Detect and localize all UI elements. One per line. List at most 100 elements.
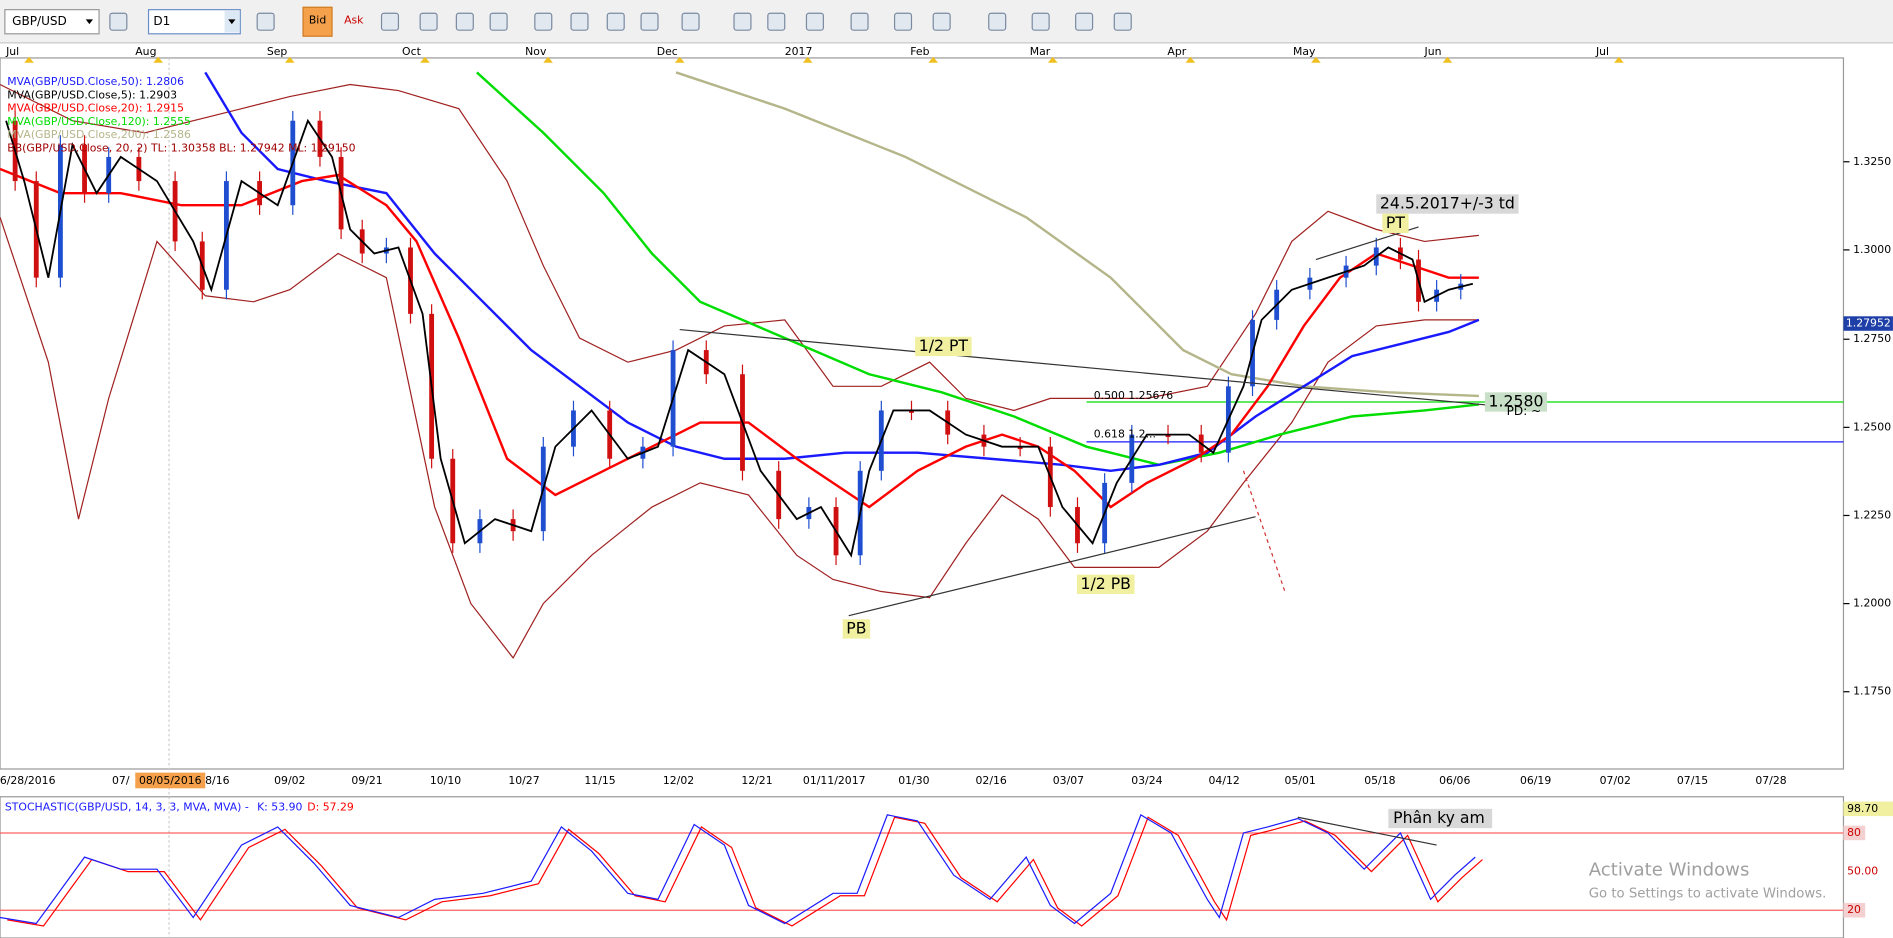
legend-entry: MVA(GBP/USD.Close,20): 1.2915: [7, 102, 184, 115]
date-highlight: [135, 772, 206, 789]
month-label: Aug: [135, 45, 156, 58]
month-marker: [1614, 56, 1624, 63]
y-tick-label: 1.2250: [1853, 508, 1891, 521]
toolbar-button[interactable]: [988, 12, 1007, 31]
toolbar-border: [0, 42, 1893, 44]
ask-label[interactable]: Ask: [344, 14, 364, 27]
annotation-bg: [1076, 574, 1135, 594]
month-marker: [928, 56, 939, 63]
toolbar-button[interactable]: [681, 12, 700, 31]
stoch-level-box: [1843, 902, 1866, 918]
toolbar-button[interactable]: [489, 12, 508, 31]
month-label: Jun: [1424, 45, 1442, 58]
date-label: 12/02: [663, 774, 694, 787]
date-label: 07/: [112, 774, 130, 787]
bid-label: Bid: [309, 14, 326, 27]
date-label: 09/21: [351, 774, 382, 787]
toolbar-button[interactable]: [767, 12, 786, 31]
date-label: 07/02: [1600, 774, 1631, 787]
annotation: PB: [846, 618, 866, 637]
legend-entry: MVA(GBP/USD.Close,50): 1.2806: [7, 75, 184, 88]
legend-entry: MVA(GBP/USD.Close,200): 1.2586: [7, 128, 191, 141]
ma-20: [0, 167, 1479, 509]
date-label: 06/19: [1520, 774, 1551, 787]
month-label: Apr: [1167, 45, 1186, 58]
stoch-level-label: 20: [1847, 903, 1861, 916]
month-label: Feb: [910, 45, 929, 58]
month-marker: [284, 56, 295, 63]
y-tick-label: 1.3000: [1853, 243, 1891, 256]
stoch-k: K: 53.90: [257, 801, 302, 814]
toolbar-button[interactable]: [805, 12, 824, 31]
month-marker: [1185, 56, 1196, 63]
stoch-label: STOCHASTIC(GBP/USD, 14, 3, 3, MVA, MVA) …: [5, 801, 252, 814]
date-label: 8/16: [205, 774, 229, 787]
annotation: 1.2580: [1489, 392, 1544, 411]
toolbar-button[interactable]: [932, 12, 951, 31]
toolbar-button[interactable]: [1031, 12, 1050, 31]
annotation-bg: [842, 619, 871, 639]
stoch-k: [0, 813, 1476, 925]
date-label: 06/06: [1439, 774, 1470, 787]
legend-entry: MVA(GBP/USD.Close,5): 1.2903: [7, 88, 177, 101]
month-label: Sep: [267, 45, 288, 58]
candle: [909, 410, 914, 413]
toolbar-button[interactable]: [256, 12, 275, 31]
stochastic-panel: [0, 796, 1845, 938]
symbol: GBP/USD: [12, 14, 67, 28]
bid-button[interactable]: [302, 6, 333, 37]
divergence-line: [1297, 816, 1437, 846]
toolbar-button[interactable]: [893, 12, 913, 31]
toolbar-button[interactable]: [570, 12, 589, 31]
annotation: PT: [1386, 213, 1405, 232]
toolbar-button[interactable]: [1075, 12, 1094, 31]
month-marker: [674, 56, 685, 63]
annotation-bg: [1382, 213, 1409, 233]
toolbar-button[interactable]: [1113, 12, 1132, 31]
toolbar-button[interactable]: [109, 12, 128, 31]
toolbar-button[interactable]: [455, 12, 474, 31]
dropdown-arrow: [228, 19, 236, 25]
stoch-level-label: 98.70: [1847, 802, 1878, 815]
toolbar-button[interactable]: [606, 12, 625, 31]
trend-line: [679, 328, 1546, 412]
stoch-d: [7, 816, 1483, 927]
symbol-select[interactable]: [4, 9, 100, 35]
dropdown-arrow: [85, 19, 94, 25]
date-label: 08/05/2016: [139, 774, 202, 787]
month-marker: [24, 56, 34, 63]
y-tick-label: 1.2750: [1853, 332, 1891, 345]
stoch-level-label: 50.00: [1847, 865, 1878, 878]
month-marker: [1442, 56, 1453, 63]
candle: [1165, 434, 1171, 438]
date-label: 09/02: [274, 774, 305, 787]
ma-50: [204, 71, 1480, 473]
date-label: 10/27: [508, 774, 539, 787]
annotation: 24.5.2017+/-3 td: [1380, 194, 1515, 213]
toolbar-button[interactable]: [850, 12, 869, 31]
trend-line: [848, 516, 1256, 617]
annotation-bg: [1376, 194, 1519, 214]
date-label: 11/15: [584, 774, 615, 787]
toolbar-button[interactable]: [640, 12, 659, 31]
y-tick-label: 1.3250: [1853, 155, 1891, 168]
toolbar-button[interactable]: [380, 12, 400, 31]
annotation: Phân ky am: [1393, 808, 1485, 827]
month-label: May: [1293, 45, 1316, 58]
date-label: 02/16: [976, 774, 1007, 787]
stoch-max-box: [1843, 801, 1893, 817]
ma-5: [5, 118, 1474, 558]
month-label: Jul: [5, 45, 19, 58]
toolbar-button[interactable]: [419, 12, 438, 31]
date-label: 03/07: [1053, 774, 1084, 787]
date-label: 07/15: [1677, 774, 1708, 787]
month-marker: [543, 56, 553, 63]
toolbar-button[interactable]: [534, 12, 553, 31]
date-label: 01/30: [898, 774, 929, 787]
date-label: 03/24: [1131, 774, 1162, 787]
stoch-d: D: 57.29: [307, 801, 354, 814]
legend-entry: BB(GBP/USD.Close, 20, 2) TL: 1.30358 BL:…: [7, 141, 355, 154]
annotation-bg: [1484, 392, 1548, 412]
toolbar-button[interactable]: [733, 12, 752, 31]
